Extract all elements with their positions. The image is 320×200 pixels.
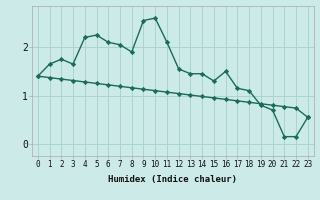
X-axis label: Humidex (Indice chaleur): Humidex (Indice chaleur) (108, 175, 237, 184)
